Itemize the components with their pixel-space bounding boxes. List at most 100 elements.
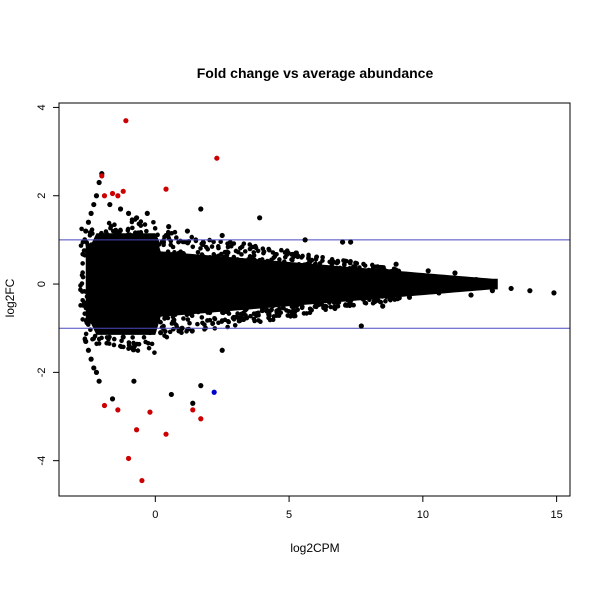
cloud-point [218, 268, 224, 274]
cloud-point [216, 291, 222, 297]
cloud-point [234, 283, 240, 289]
cloud-point [99, 266, 104, 272]
cloud-point [231, 257, 237, 263]
data-points [83, 118, 557, 484]
cloud-point [389, 284, 395, 289]
cloud-point [172, 298, 178, 304]
cloud-point [174, 322, 179, 328]
cloud-point [212, 253, 218, 259]
cloud-point [235, 311, 240, 316]
cloud-point [116, 307, 121, 312]
cloud-point [120, 240, 126, 246]
cloud-point [98, 277, 103, 282]
cloud-point [145, 340, 151, 346]
cloud-point [280, 282, 286, 287]
cloud-point [350, 278, 356, 283]
cloud-point [291, 303, 297, 309]
cloud-point [385, 276, 391, 281]
cloud-point [283, 288, 289, 294]
cloud-point [82, 311, 88, 316]
cloud-point [155, 232, 160, 238]
cloud-point [346, 302, 352, 308]
cloud-point [169, 321, 175, 326]
data-point [91, 201, 97, 208]
cloud-point [89, 227, 95, 233]
cloud-point [384, 270, 390, 276]
data-point [123, 118, 129, 124]
cloud-point [199, 315, 205, 320]
cloud-point [388, 295, 394, 300]
cloud-point [295, 278, 300, 284]
cloud-point [295, 269, 301, 274]
cloud-point [282, 259, 287, 265]
cloud-point [96, 341, 102, 346]
data-point [139, 477, 145, 484]
data-point [436, 290, 442, 296]
cloud-point [205, 282, 210, 288]
cloud-point [245, 264, 250, 270]
cloud-point [128, 303, 134, 308]
cloud-point [241, 298, 247, 303]
cloud-point [125, 322, 131, 328]
cloud-point [141, 307, 147, 313]
cloud-point [140, 243, 146, 249]
cloud-point [392, 291, 397, 297]
cloud-point [241, 241, 247, 246]
cloud-point [81, 248, 87, 253]
cloud-point [98, 299, 104, 304]
cloud-point [114, 301, 119, 306]
cloud-point [104, 232, 110, 237]
cloud-point [218, 263, 223, 268]
cloud-point [82, 289, 87, 294]
cloud-point [253, 294, 259, 300]
cloud-point [314, 282, 319, 288]
cloud-point [357, 265, 362, 270]
cloud-point [141, 233, 147, 239]
cloud-point [111, 287, 116, 293]
cloud-point [96, 248, 102, 253]
cloud-point [152, 350, 157, 355]
data-point [406, 294, 413, 300]
cloud-point [251, 253, 257, 258]
cloud-point [381, 281, 387, 287]
cloud-point [108, 225, 113, 231]
cloud-point [231, 267, 236, 272]
cloud-point [118, 344, 124, 350]
data-point [83, 228, 89, 234]
cloud-point [314, 272, 319, 278]
cloud-point [151, 301, 157, 307]
cloud-point [336, 300, 342, 305]
cloud-point [165, 249, 171, 254]
data-point [131, 378, 137, 384]
data-point [259, 307, 265, 314]
cloud-point [121, 289, 127, 295]
cloud-point [139, 298, 145, 304]
data-point [85, 347, 92, 353]
cloud-point [218, 283, 223, 289]
cloud-point [203, 244, 209, 250]
cloud-point [307, 259, 313, 265]
cloud-point [275, 307, 281, 313]
cloud-point [187, 320, 192, 326]
cloud-point [275, 286, 281, 292]
cloud-point [209, 244, 215, 249]
data-point [101, 193, 108, 199]
cloud-point [225, 280, 231, 285]
cloud-point [285, 313, 291, 318]
data-point [219, 347, 225, 353]
cloud-point [252, 318, 257, 324]
cloud-point [115, 241, 120, 247]
cloud-point [162, 309, 168, 315]
cloud-point [211, 239, 216, 245]
cloud-point [192, 256, 198, 261]
y-axis: -4 -2 0 2 4 [36, 104, 59, 466]
data-point [551, 290, 557, 296]
cloud-point [118, 269, 123, 274]
data-point [425, 268, 431, 274]
cloud-point [286, 273, 291, 279]
cloud-point [221, 305, 226, 310]
x-tick-label: 10 [417, 509, 429, 521]
cloud-point [270, 273, 275, 279]
data-point [93, 369, 100, 375]
